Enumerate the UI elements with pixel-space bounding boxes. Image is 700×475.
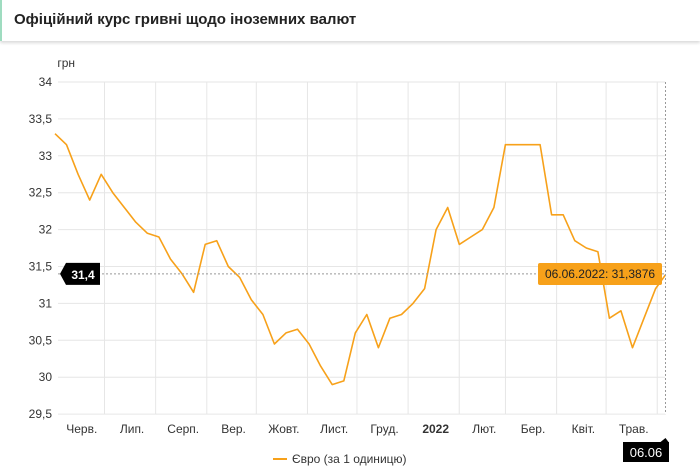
x-tick-label: Вер. — [221, 422, 246, 436]
x-tick-label: Жовт. — [268, 422, 299, 436]
legend-item-euro[interactable]: Євро (за 1 одиницю) — [292, 452, 407, 466]
x-tick-label: Черв. — [66, 422, 97, 436]
y-tick-label: 33 — [39, 149, 53, 163]
y-tick-label: 32,5 — [29, 186, 53, 200]
y-tick-label: 34 — [39, 75, 53, 89]
crosshair-y-label-box — [60, 262, 100, 285]
page-title: Офіційний курс гривні щодо іноземних вал… — [14, 11, 357, 28]
series-line-euro — [54, 133, 667, 386]
x-tick-label: Квіт. — [572, 422, 596, 436]
x-tick-label: Лист. — [320, 422, 348, 436]
y-tick-label: 30 — [39, 370, 53, 384]
tooltip-text: 06.06.2022: 31,3876 — [545, 267, 655, 281]
x-tick-label: Серп. — [167, 422, 199, 436]
x-tick-label: Лют. — [472, 422, 496, 436]
y-tick-label: 31 — [39, 296, 53, 310]
x-tick-label: Груд. — [370, 422, 398, 436]
y-tick-label: 30,5 — [29, 333, 53, 347]
crosshair-x-label: 06.06 — [630, 445, 663, 460]
y-tick-label: 29,5 — [29, 407, 53, 421]
crosshair-x-label-box — [623, 438, 669, 462]
x-tick-label: Бер. — [521, 422, 546, 436]
y-tick-label: 33,5 — [29, 112, 53, 126]
x-tick-label: Лип. — [120, 422, 144, 436]
y-axis-title: грн — [57, 56, 75, 70]
y-tick-label: 31,5 — [29, 260, 53, 274]
x-tick-label: Трав. — [619, 422, 649, 436]
y-tick-label: 32 — [39, 223, 53, 237]
page-header: Офіційний курс гривні щодо іноземних вал… — [0, 0, 700, 41]
x-tick-label: 2022 — [422, 422, 449, 436]
tooltip-box — [538, 263, 662, 285]
crosshair-y-label: 31,4 — [71, 268, 95, 282]
